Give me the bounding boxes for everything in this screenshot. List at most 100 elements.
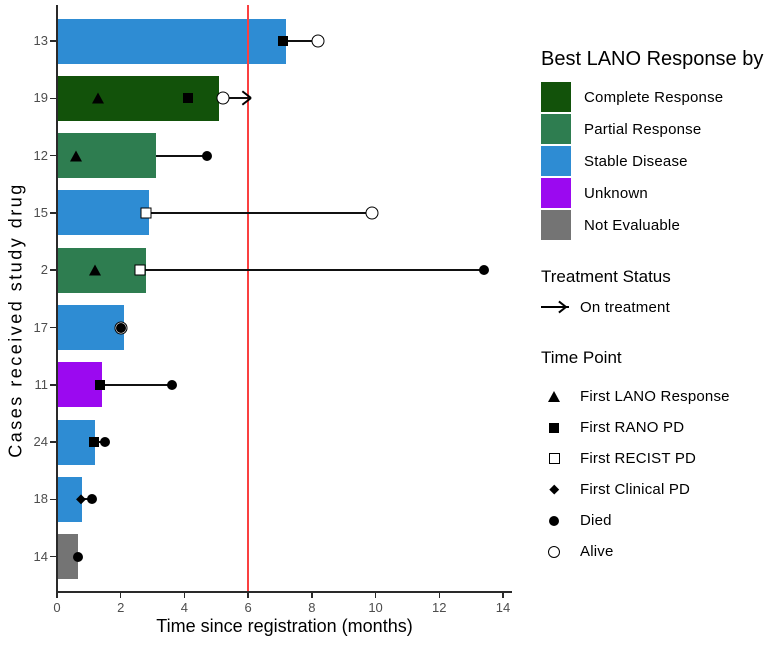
x-tick	[119, 592, 122, 598]
died-icon	[166, 379, 177, 390]
legend-item-label: First LANO Response	[580, 388, 730, 405]
y-axis-line	[55, 5, 58, 592]
triangle-filled-icon	[541, 384, 567, 410]
first-lano-response-icon	[70, 150, 83, 162]
y-tick-label-case-2: 2	[40, 262, 48, 278]
swimmer-bar-case-17	[58, 305, 124, 350]
legend-item-label: Died	[580, 512, 612, 529]
died-icon	[115, 322, 126, 333]
legend-item-partial-response: Partial Response	[541, 113, 773, 145]
y-tick	[50, 498, 56, 501]
legend-response-title: Best LANO Response by	[541, 48, 764, 70]
x-tick-label: 10	[368, 600, 383, 615]
y-tick-label-case-17: 17	[33, 319, 48, 335]
died-icon	[478, 265, 489, 276]
legend-response-items: Complete Response Partial Response Stable …	[541, 81, 773, 241]
legend-item-stable-disease: Stable Disease	[541, 145, 773, 177]
x-tick-label: 12	[432, 600, 447, 615]
legend-timepoint-title: Time Point	[541, 348, 622, 367]
legend-item-label: First Clinical PD	[580, 481, 691, 498]
x-tick-label: 2	[117, 600, 125, 615]
died-icon	[99, 437, 110, 448]
connector-line-case-18	[80, 498, 93, 501]
legend: Best LANO Response by Complete Response P…	[541, 40, 773, 567]
y-tick-label-case-19: 19	[33, 90, 48, 106]
y-tick-label-case-18: 18	[33, 491, 48, 507]
arrow-right-icon	[541, 294, 569, 320]
color-swatch	[541, 82, 571, 112]
x-tick-label: 4	[180, 600, 189, 615]
legend-item-label: First RANO PD	[580, 419, 685, 436]
x-tick-label: 14	[495, 600, 511, 615]
legend-item-died: Died	[541, 505, 773, 536]
y-tick	[50, 326, 56, 329]
x-tick	[311, 592, 313, 598]
legend-item-label: Alive	[580, 543, 614, 560]
circle-filled-icon	[541, 508, 567, 534]
x-axis-title: Time since registration (months)	[156, 616, 413, 636]
reference-line	[247, 5, 250, 591]
x-tick	[502, 592, 504, 598]
died-icon	[87, 494, 98, 505]
x-axis-line	[55, 590, 512, 593]
y-tick	[50, 269, 56, 271]
first-rano-pd-icon	[182, 93, 193, 104]
legend-item-unknown: Unknown	[541, 177, 773, 209]
legend-item-first-lano-response: First LANO Response	[541, 381, 773, 412]
y-tick-label-case-11: 11	[34, 376, 49, 392]
y-tick	[50, 154, 56, 157]
first-lano-response-icon	[92, 92, 105, 104]
first-lano-response-icon	[89, 264, 102, 276]
x-tick-label: 8	[308, 600, 316, 615]
legend-item-on-treatment: On treatment	[541, 291, 773, 323]
x-tick	[56, 592, 58, 598]
legend-item-first-rano-pd: First RANO PD	[541, 412, 773, 443]
connector-line-case-19	[222, 97, 252, 100]
legend-item-complete-response: Complete Response	[541, 81, 773, 113]
x-tick	[438, 592, 441, 598]
color-swatch	[541, 210, 571, 240]
died-icon	[201, 150, 212, 161]
legend-item-label: Stable Disease	[584, 152, 688, 170]
connector-line-case-11	[100, 383, 172, 386]
legend-item-not-evaluable: Not Evaluable	[541, 209, 773, 241]
alive-icon	[216, 91, 230, 105]
connector-line-case-12	[155, 154, 207, 157]
swimmer-bar-case-13	[58, 18, 287, 64]
y-tick	[50, 40, 56, 42]
legend-item-first-recist-pd: First RECIST PD	[541, 443, 773, 474]
circle-open-glyph	[548, 545, 560, 558]
legend-item-label: On treatment	[580, 298, 670, 316]
died-icon	[72, 551, 83, 562]
legend-treatment-title: Treatment Status	[541, 267, 671, 286]
connector-line-case-15	[146, 211, 373, 214]
circle-open-icon	[541, 539, 567, 565]
first-rano-pd-icon	[88, 437, 99, 448]
alive-icon	[311, 34, 325, 48]
x-tick-label: 6	[244, 600, 252, 615]
y-tick-label-case-24: 24	[33, 434, 48, 450]
x-tick	[183, 592, 186, 598]
legend-item-alive: Alive	[541, 536, 773, 567]
y-tick-label-case-15: 15	[33, 204, 48, 220]
color-swatch	[541, 146, 571, 176]
x-tick-label: 0	[53, 600, 61, 615]
legend-timepoint-items: First LANO Response First RANO PD First RE…	[541, 381, 773, 567]
x-tick	[247, 592, 249, 598]
circle-filled-glyph	[549, 515, 559, 526]
alive-icon	[365, 206, 379, 220]
triangle-filled-glyph	[548, 391, 560, 402]
legend-item-label: Unknown	[584, 184, 648, 202]
swimmer-bar-case-15	[58, 190, 150, 236]
diamond-small-filled-icon	[541, 477, 567, 503]
square-open-icon	[541, 446, 567, 472]
square-filled-glyph	[549, 422, 559, 433]
legend-item-label: Not Evaluable	[584, 216, 680, 234]
y-tick	[50, 212, 56, 214]
y-tick-label-case-13: 13	[33, 33, 48, 48]
y-tick	[50, 97, 56, 100]
legend-item-first-clinical-pd: First Clinical PD	[541, 474, 773, 505]
legend-item-label: Partial Response	[584, 120, 702, 138]
color-swatch	[541, 114, 571, 144]
